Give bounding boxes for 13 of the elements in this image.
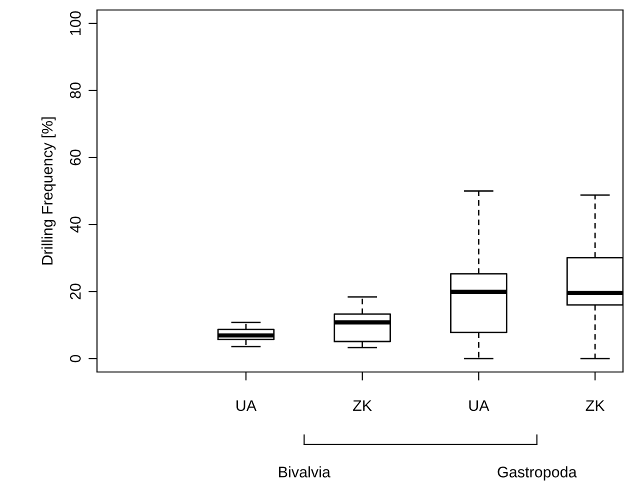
- x-tick-label: ZK: [353, 400, 372, 411]
- y-tick-label: 100: [70, 11, 81, 35]
- text: Gastropoda: [498, 466, 577, 480]
- y-tick-label: 80: [70, 82, 81, 98]
- text: Bivalvia: [279, 466, 330, 478]
- y-tick-label: 60: [70, 150, 81, 166]
- y-tick-label: 40: [70, 216, 81, 233]
- x-tick-label: UA: [236, 400, 257, 411]
- y-axis-title: Drilling Frequency [%]: [41, 117, 56, 264]
- x-tick-label: ZK: [586, 400, 605, 411]
- x-tick-label: UA: [469, 400, 490, 411]
- y-tick-label: 0: [70, 354, 81, 362]
- y-tick-label: 20: [70, 284, 81, 300]
